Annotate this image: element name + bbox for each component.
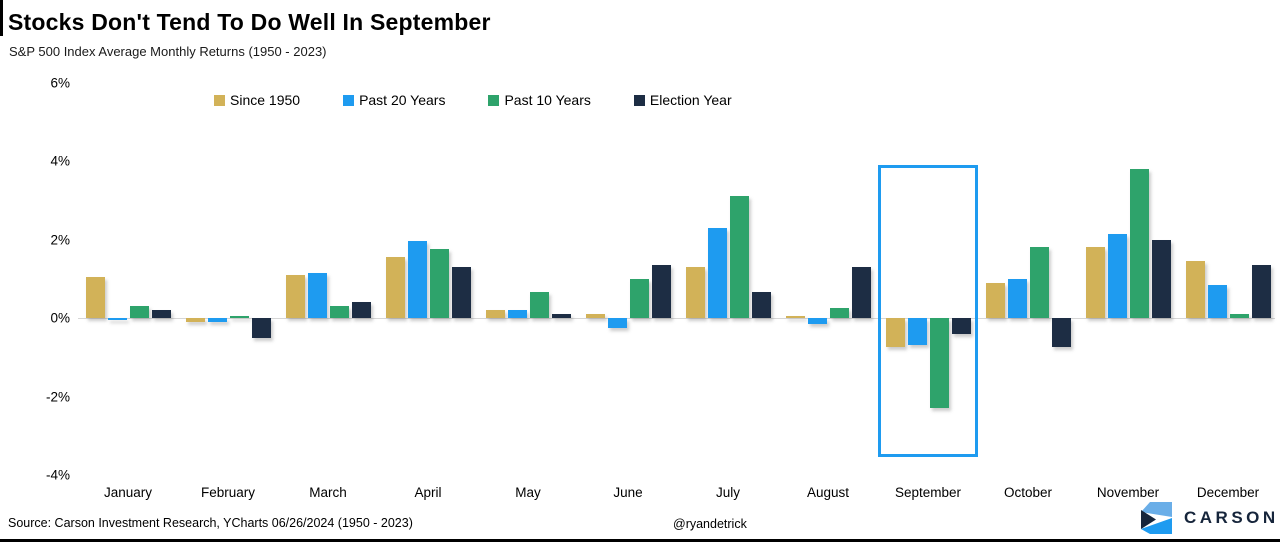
y-axis-label: 4% — [50, 153, 70, 169]
left-edge-mark — [0, 0, 3, 36]
bar-election-year-august — [851, 266, 871, 318]
bar-past-20-years-august — [807, 318, 827, 324]
bar-past-20-years-december — [1207, 284, 1227, 318]
y-axis-label: -2% — [45, 389, 70, 404]
zero-axis-line — [78, 318, 1275, 319]
bar-past-10-years-june — [629, 278, 649, 318]
bar-since-1950-october — [985, 282, 1005, 318]
bar-past-10-years-october — [1029, 247, 1049, 318]
september-highlight-box — [878, 164, 978, 458]
x-axis-label-march: March — [309, 485, 347, 500]
bar-past-20-years-january — [107, 318, 127, 320]
bottom-border-line — [0, 539, 1280, 542]
x-axis-label-november: November — [1096, 485, 1160, 500]
bar-election-year-january — [151, 310, 171, 318]
legend-label: Past 20 Years — [359, 92, 446, 108]
bar-election-year-december — [1251, 265, 1271, 318]
bar-since-1950-january — [85, 276, 105, 318]
bar-past-10-years-september — [929, 318, 949, 409]
x-axis-label-january: January — [103, 485, 153, 500]
bar-election-year-march — [351, 302, 371, 318]
legend-label: Past 10 Years — [504, 92, 591, 108]
legend-item-past-10-years: Past 10 Years — [488, 92, 591, 108]
twitter-handle: @ryandetrick — [673, 517, 747, 531]
x-axis-label-december: December — [1196, 485, 1260, 500]
bar-election-year-september — [951, 318, 971, 334]
bar-since-1950-september — [885, 318, 905, 348]
x-axis-label-may: May — [515, 485, 541, 500]
legend-item-since-1950: Since 1950 — [214, 92, 300, 108]
bar-election-year-october — [1051, 318, 1071, 348]
legend-swatch-election-year — [633, 94, 645, 106]
bar-since-1950-february — [185, 318, 205, 322]
bar-since-1950-august — [785, 316, 805, 318]
bar-past-10-years-december — [1229, 314, 1249, 318]
bar-past-20-years-july — [707, 227, 727, 318]
bar-since-1950-july — [685, 266, 705, 318]
y-axis-label: 0% — [50, 310, 70, 326]
bar-past-20-years-february — [207, 318, 227, 322]
bar-since-1950-march — [285, 274, 305, 318]
source-note: Source: Carson Investment Research, YCha… — [8, 516, 413, 530]
carson-logo: CARSON — [1138, 501, 1279, 535]
carson-logo-text: CARSON — [1184, 508, 1279, 527]
bar-past-20-years-may — [507, 310, 527, 318]
legend-swatch-past-10-years — [488, 94, 500, 106]
x-axis-label-september: September — [894, 485, 962, 500]
bar-election-year-february — [251, 318, 271, 338]
bar-past-10-years-march — [329, 306, 349, 318]
y-axis-label: 6% — [50, 75, 70, 90]
bar-past-20-years-march — [307, 272, 327, 318]
legend-item-election-year: Election Year — [633, 92, 732, 108]
bar-since-1950-june — [585, 314, 605, 318]
bar-past-10-years-january — [129, 306, 149, 318]
bar-election-year-june — [651, 265, 671, 318]
bar-election-year-november — [1151, 239, 1171, 318]
bar-past-10-years-february — [229, 316, 249, 318]
bar-election-year-april — [451, 266, 471, 318]
chart-legend: Since 1950 Past 20 Years Past 10 Years Elec… — [214, 92, 732, 108]
y-axis-label: 2% — [50, 232, 70, 247]
bar-since-1950-december — [1185, 261, 1205, 318]
bar-past-10-years-april — [429, 249, 449, 318]
x-axis-label-april: April — [414, 485, 442, 500]
x-axis-label-october: October — [1003, 485, 1053, 500]
page-subtitle: S&P 500 Index Average Monthly Returns (1… — [9, 44, 327, 59]
x-axis-label-july: July — [715, 485, 740, 500]
bar-past-20-years-september — [907, 318, 927, 346]
legend-label: Election Year — [649, 92, 732, 108]
bar-since-1950-may — [485, 310, 505, 318]
page-title: Stocks Don't Tend To Do Well In Septembe… — [8, 9, 491, 35]
bar-past-10-years-november — [1129, 168, 1149, 318]
bar-election-year-may — [551, 314, 571, 318]
bar-past-20-years-june — [607, 318, 627, 328]
carson-logo-icon — [1141, 502, 1172, 534]
x-axis-label-june: June — [613, 485, 643, 500]
bar-past-20-years-april — [407, 241, 427, 318]
x-axis-label-august: August — [806, 485, 850, 500]
x-axis-label-february: February — [200, 485, 256, 500]
legend-label: Since 1950 — [230, 92, 301, 108]
bar-past-10-years-august — [829, 308, 849, 318]
bar-past-20-years-october — [1007, 278, 1027, 318]
bar-since-1950-november — [1085, 247, 1105, 318]
bar-since-1950-april — [385, 257, 405, 318]
bar-past-20-years-november — [1107, 233, 1127, 318]
bar-election-year-july — [751, 292, 771, 318]
bar-past-10-years-may — [529, 292, 549, 318]
legend-item-past-20-years: Past 20 Years — [343, 92, 445, 108]
legend-swatch-since-1950 — [214, 94, 225, 106]
y-axis-label: -4% — [45, 467, 70, 483]
bar-past-10-years-july — [729, 196, 749, 318]
legend-swatch-past-20-years — [343, 94, 355, 106]
